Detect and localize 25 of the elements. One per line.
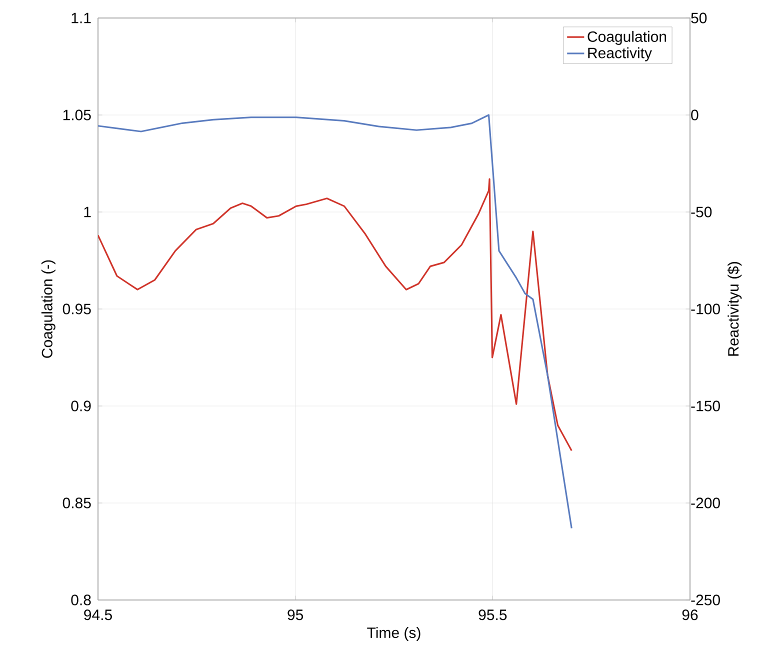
line-series (98, 114, 572, 530)
x-tick-label: 95.5 (478, 610, 507, 620)
y-tick-label: 0.95 (62, 304, 91, 314)
y-tick-label: 0.9 (71, 400, 91, 412)
y-tick-label: 1.1 (72, 12, 91, 24)
y2-tick-label: -250 (691, 594, 720, 606)
y2-axis-title: Reactivityu ($) (727, 262, 742, 356)
legend-label: Reactivity (588, 47, 652, 62)
x-tick-label: 94.5 (84, 610, 112, 620)
y-tick-label: 0.8 (71, 594, 91, 606)
y-tick-label: 0.85 (62, 498, 91, 508)
y2-tick-label: 0 (691, 110, 698, 120)
legend-label: Coagulation (588, 30, 666, 45)
x-tick-label: 96 (682, 610, 698, 620)
line-series (98, 178, 572, 452)
x-tick-label: 95 (288, 610, 304, 620)
y2-tick-label: -100 (691, 304, 720, 314)
y-axis-title: Coagulation (-) (41, 260, 56, 358)
y2-tick-label: -150 (691, 400, 720, 412)
x-axis-title: Time (s) (367, 627, 420, 641)
y-tick-label: 1 (84, 206, 91, 218)
y2-tick-label: -50 (691, 206, 712, 218)
y-tick-label: 1.05 (63, 110, 91, 120)
y2-tick-label: 50 (691, 12, 707, 24)
y2-tick-label: -200 (691, 498, 720, 508)
